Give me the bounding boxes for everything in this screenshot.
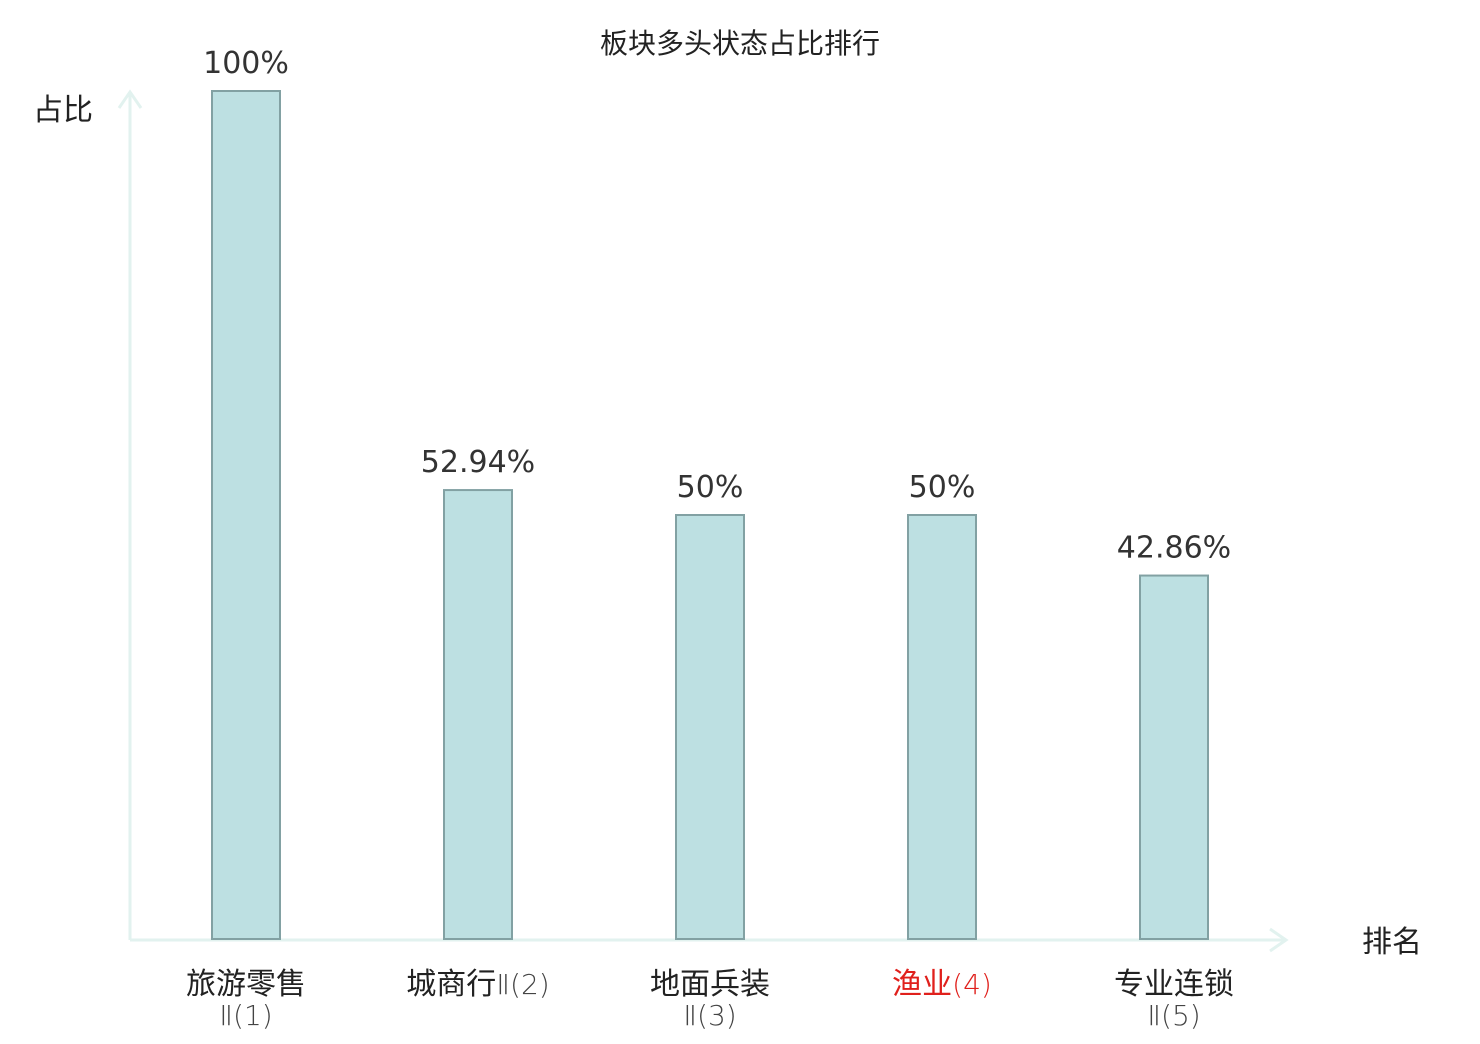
category-suffix-4: (4) xyxy=(952,968,992,1001)
value-label-3: 50% xyxy=(677,470,744,505)
category-suffix-2: Ⅱ(2) xyxy=(496,968,549,1001)
bar-4 xyxy=(907,514,977,940)
category-suffix-3: Ⅱ(3) xyxy=(683,999,736,1032)
value-label-4: 50% xyxy=(909,470,976,505)
value-labels: 100% 52.94% 50% 50% 42.86% xyxy=(203,46,1231,566)
value-label-2: 52.94% xyxy=(421,445,535,480)
category-name-5: 专业连锁 xyxy=(1114,967,1234,1002)
category-suffix-1: Ⅱ(1) xyxy=(219,999,272,1032)
value-label-5: 42.86% xyxy=(1117,531,1231,566)
category-name-1: 旅游零售 xyxy=(186,967,306,1002)
value-label-1: 100% xyxy=(203,46,289,81)
category-name-3: 地面兵装 xyxy=(650,967,770,1002)
category-name-4: 渔业 xyxy=(892,967,952,1002)
bar-5 xyxy=(1139,574,1209,940)
bar-3 xyxy=(675,514,745,940)
category-label-2: 城商行Ⅱ(2) xyxy=(406,967,549,1002)
x-axis-label: 排名 xyxy=(1362,925,1422,960)
y-axis-arrowhead xyxy=(117,89,143,109)
x-axis-arrowhead xyxy=(1269,927,1289,953)
bar-1 xyxy=(211,90,281,940)
bars xyxy=(211,90,1209,940)
category-suffix-5: Ⅱ(5) xyxy=(1147,999,1200,1032)
category-name-2: 城商行 xyxy=(406,967,496,1002)
category-label-4: 渔业(4) xyxy=(892,967,992,1002)
chart-title: 板块多头状态占比排行 xyxy=(600,27,880,60)
bar-2 xyxy=(443,489,513,940)
y-axis-label: 占比 xyxy=(33,93,93,128)
